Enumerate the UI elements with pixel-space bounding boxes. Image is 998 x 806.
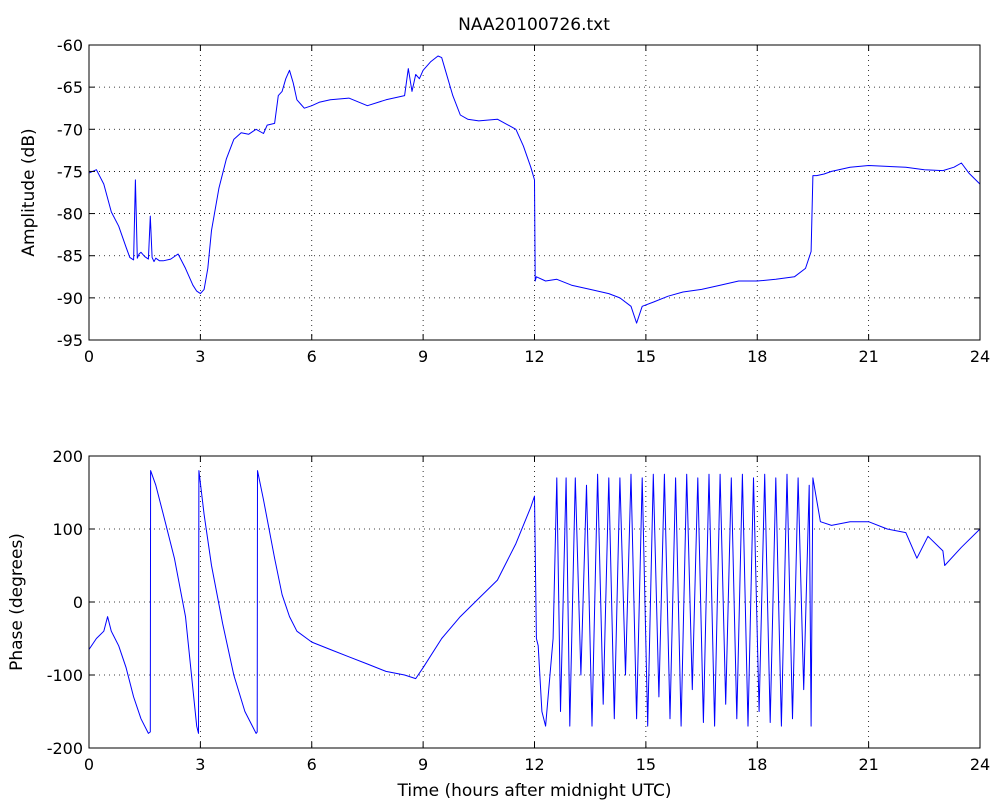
amplitude-x-tick-label: 0 (84, 347, 94, 366)
phase-x-tick-label: 0 (84, 755, 94, 774)
amplitude-y-tick-label: -85 (57, 247, 83, 266)
phase-y-tick-label: 200 (52, 447, 83, 466)
amplitude-y-axis-label: Amplitude (dB) (19, 128, 39, 256)
amplitude-x-tick-label: 3 (195, 347, 205, 366)
amplitude-x-tick-label: 12 (524, 347, 544, 366)
amplitude-x-tick-label: 6 (307, 347, 317, 366)
amplitude-x-tick-label: 15 (636, 347, 656, 366)
phase-x-tick-label: 15 (636, 755, 656, 774)
amplitude-y-tick-label: -95 (57, 331, 83, 350)
amplitude-y-tick-label: -60 (57, 36, 83, 55)
phase-x-tick-label: 12 (524, 755, 544, 774)
phase-axes: 0 3 6 9 12 15 18 21 24 -200 -100 0 100 200 Phase (degr… (7, 447, 990, 801)
amplitude-x-tick-label: 9 (418, 347, 428, 366)
amplitude-y-tick-label: -80 (57, 205, 83, 224)
amplitude-y-tick-label: -70 (57, 120, 83, 139)
amplitude-axes: 0 3 6 9 12 15 18 21 24 -95 -90 -85 -80 -75 -70 -65 -60 Am… (19, 36, 990, 366)
amplitude-x-tick-label: 24 (970, 347, 990, 366)
amplitude-y-tick-label: -65 (57, 78, 83, 97)
chart-title: NAA20100726.txt (458, 15, 610, 35)
phase-y-axis-label: Phase (degrees) (7, 533, 27, 671)
phase-y-tick-label: 100 (52, 520, 83, 539)
phase-y-tick-label: 0 (73, 593, 83, 612)
phase-series-line (88, 470, 981, 734)
amplitude-series-line (88, 55, 981, 324)
amplitude-x-tick-label: 21 (858, 347, 878, 366)
amplitude-x-tick-label: 18 (747, 347, 767, 366)
phase-x-tick-label: 18 (747, 755, 767, 774)
phase-y-tick-label: -200 (47, 739, 83, 758)
phase-x-tick-label: 24 (970, 755, 990, 774)
phase-x-tick-label: 9 (418, 755, 428, 774)
phase-x-tick-label: 6 (307, 755, 317, 774)
amplitude-y-tick-label: -75 (57, 162, 83, 181)
phase-x-axis-label: Time (hours after midnight UTC) (396, 781, 671, 801)
amplitude-y-tick-label: -90 (57, 289, 83, 308)
phase-y-tick-label: -100 (47, 666, 83, 685)
phase-x-tick-label: 3 (195, 755, 205, 774)
phase-x-tick-label: 21 (858, 755, 878, 774)
